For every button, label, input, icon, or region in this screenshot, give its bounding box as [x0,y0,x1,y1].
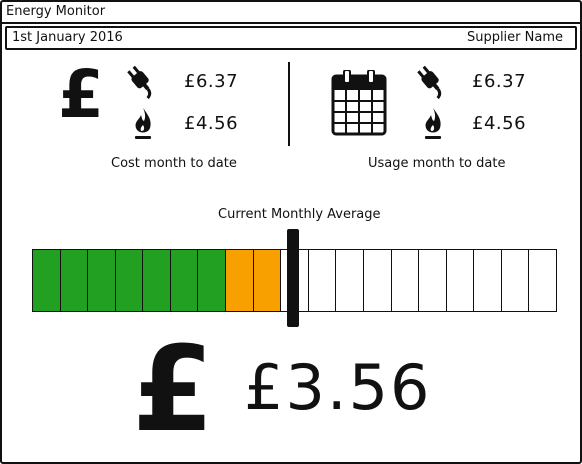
gauge-segment [307,249,337,312]
info-bar: 1st January 2016 Supplier Name [5,26,577,50]
gauge-segment [418,249,448,312]
gauge-segment [500,249,530,312]
gauge-label: Current Monthly Average [218,207,381,222]
gauge-segment [335,249,365,312]
gauge-segment [59,249,89,312]
gauge-segment [87,249,117,312]
usage-gas-value: £4.56 [472,113,527,134]
gauge-segment [197,249,227,312]
supplier-name: Supplier Name [466,30,563,45]
usage-caption: Usage month to date [368,156,506,171]
pound-icon: £ [58,56,104,133]
panel-divider [288,62,290,146]
gauge-segment [362,249,393,312]
plug-icon [127,65,152,100]
monthly-average-gauge [32,249,558,314]
gauge-segment [473,249,503,312]
usage-electricity-value: £6.37 [472,71,527,92]
window-title: Energy Monitor [6,4,106,19]
flame-icon [135,108,151,139]
cost-caption: Cost month to date [111,156,237,171]
gauge-segment [225,249,255,312]
calendar-icon [331,70,387,136]
gauge-segment [32,249,62,312]
average-value: £3.56 [244,351,432,424]
pound-icon: £ [132,320,215,458]
gauge-segment [390,249,420,312]
gauge-segment [142,249,172,312]
title-bar: Energy Monitor [2,2,580,24]
cost-electricity-value: £6.37 [184,71,239,92]
gauge-segment [252,249,282,312]
gauge-segment [114,249,144,312]
date-label: 1st January 2016 [12,30,123,45]
gauge-needle [287,229,299,327]
gauge-segment [445,249,475,312]
flame-icon [425,108,441,139]
gauge-segment [169,249,199,312]
plug-icon [417,65,442,100]
cost-gas-value: £4.56 [184,113,239,134]
gauge-segment [528,249,558,312]
